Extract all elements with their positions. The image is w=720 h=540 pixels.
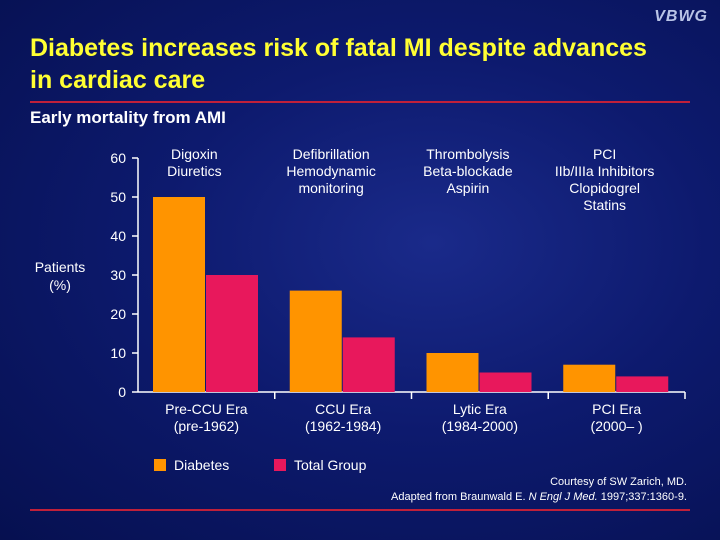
- legend-diabetes: Diabetes: [154, 457, 229, 473]
- y-tick-label: 20: [110, 306, 126, 322]
- chart-subtitle: Early mortality from AMI: [30, 108, 226, 127]
- title-divider: [30, 101, 690, 103]
- era-therapy-label: Digoxin Diuretics: [167, 146, 222, 179]
- y-tick-label: 50: [110, 189, 126, 205]
- bar-total-group: [206, 275, 258, 392]
- x-category-label: CCU Era (1962-1984): [305, 401, 381, 434]
- x-category-label: PCI Era (2000– ): [591, 401, 643, 434]
- era-therapy-label: Defibrillation Hemodynamic monitoring: [286, 146, 376, 196]
- y-axis-label: Patients (%): [35, 259, 86, 293]
- y-tick-label: 10: [110, 345, 126, 361]
- bar-diabetes: [426, 353, 479, 392]
- legend-total-group: Total Group: [274, 457, 366, 473]
- bar-diabetes: [563, 364, 616, 392]
- credit-suffix: 1997;337:1360-9.: [597, 491, 687, 503]
- footer-divider: [30, 509, 690, 511]
- mortality-bar-chart: 0 10 20 30 40 50 60 Patients (%) Pre-CCU Era (pre-…: [35, 150, 669, 434]
- credit-line-2: Adapted from Braunwald E. N Engl J Med. …: [391, 489, 687, 505]
- bar-total-group: [616, 376, 669, 392]
- era-therapy-label: Thrombolysis Beta-blockade Aspirin: [423, 146, 513, 196]
- bar-diabetes: [153, 197, 205, 392]
- y-tick-label: 0: [118, 384, 126, 400]
- y-tick-label: 30: [110, 267, 126, 283]
- bar-total-group: [479, 372, 532, 392]
- legend-swatch-diabetes: [154, 459, 166, 471]
- credit-prefix: Adapted from Braunwald E.: [391, 491, 529, 503]
- x-category-label: Lytic Era (1984-2000): [442, 401, 518, 434]
- y-tick-label: 60: [110, 150, 126, 166]
- legend-swatch-total: [274, 459, 286, 471]
- credit-journal: N Engl J Med.: [528, 491, 598, 503]
- credit-line-1: Courtesy of SW Zarich, MD.: [550, 476, 687, 488]
- legend-label-diabetes: Diabetes: [174, 457, 230, 473]
- x-category-label: Pre-CCU Era (pre-1962): [165, 401, 248, 434]
- vbwg-logo: VBWG: [654, 8, 708, 25]
- slide-title: Diabetes increases risk of fatal MI desp…: [30, 34, 647, 94]
- bar-diabetes: [289, 290, 342, 392]
- legend-label-total: Total Group: [294, 457, 367, 473]
- era-therapy-label: PCI IIb/IIIa Inhibitors Clopidogrel Statins: [554, 146, 655, 213]
- y-tick-label: 40: [110, 228, 126, 244]
- bar-total-group: [342, 337, 395, 392]
